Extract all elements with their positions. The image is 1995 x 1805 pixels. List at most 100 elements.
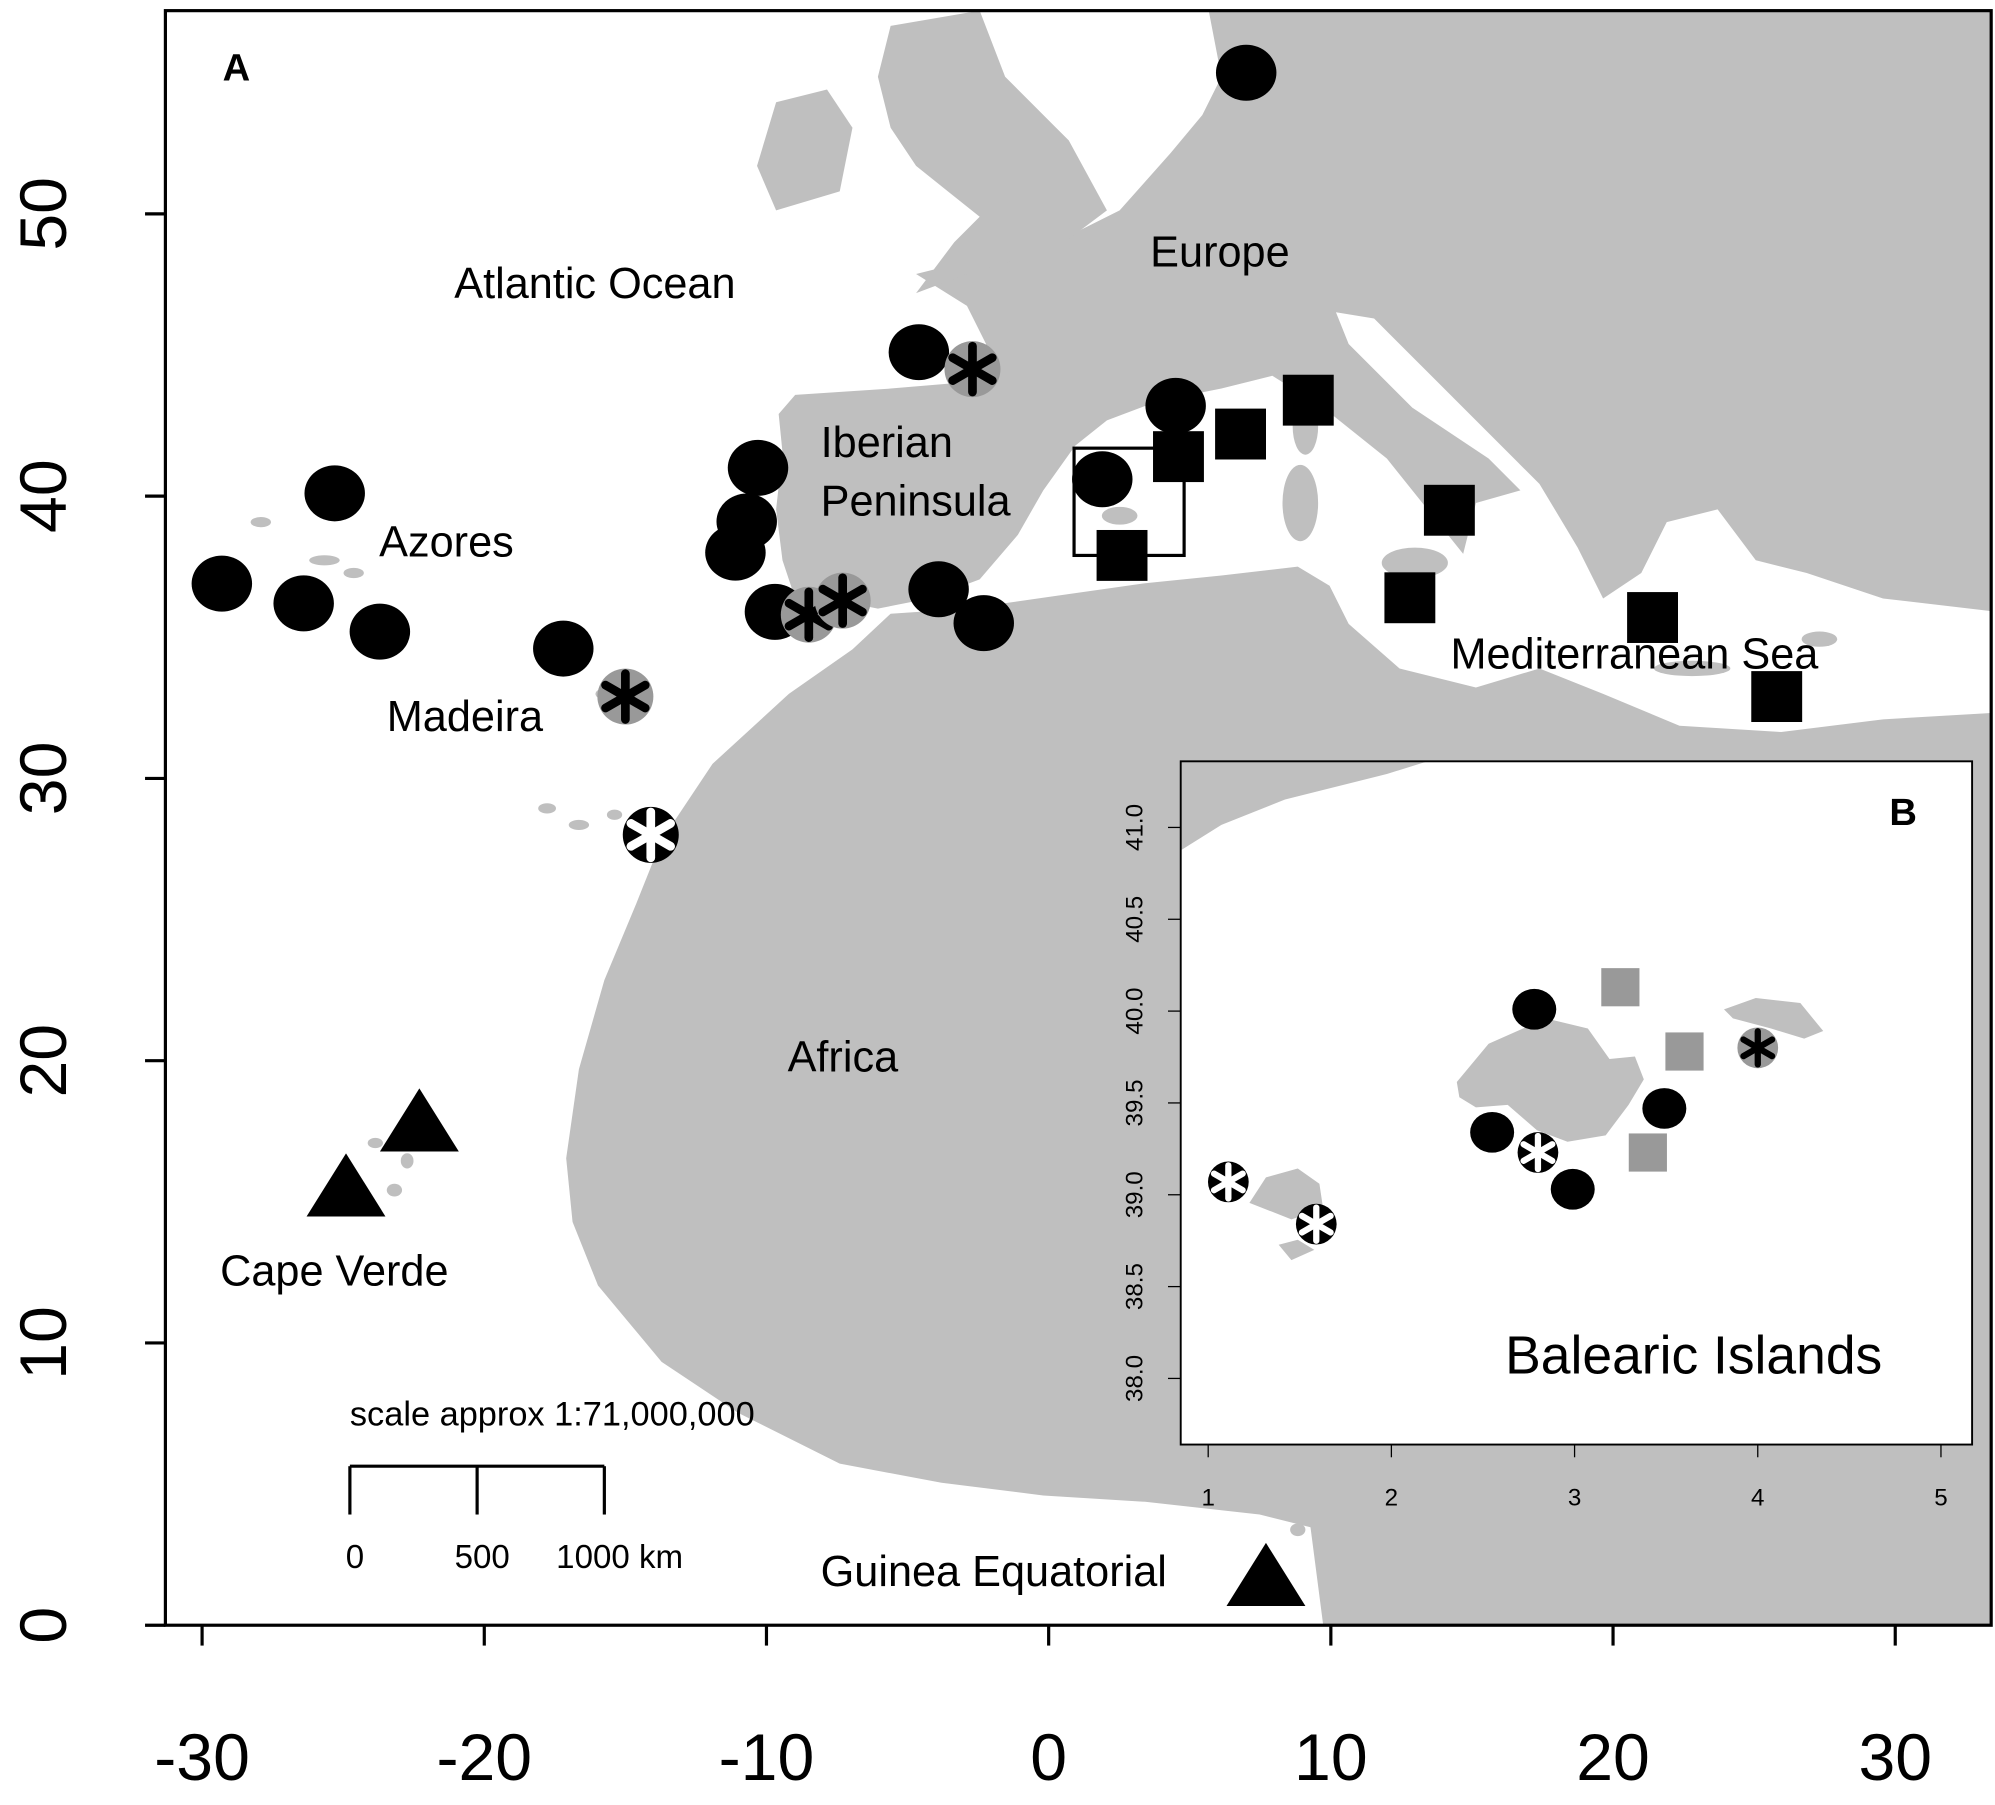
x-tick-label: 5: [1934, 1485, 1947, 1512]
place-label: Guinea Equatorial: [821, 1548, 1167, 1596]
site-square: [1601, 968, 1640, 1007]
asterisk-stroke: [626, 819, 675, 851]
panel-marks: 1 2 3 4 5 38.0 38.5 39.0 39.5 40.0 40.5 41.0: [1122, 804, 1948, 1512]
scale-label: 500: [455, 1539, 510, 1576]
island: [606, 809, 623, 820]
land: [757, 89, 853, 211]
site-square: [1215, 408, 1266, 460]
island: [1101, 506, 1138, 525]
y-tick-label: 40: [7, 459, 81, 533]
frame: [163, 9, 1993, 1627]
site-circle: [1072, 451, 1133, 508]
x-tick-label: -10: [719, 1721, 815, 1795]
asterisk-stroke: [1740, 1036, 1776, 1060]
y-tick-label: 20: [7, 1024, 81, 1098]
x-tick-label: 3: [1568, 1485, 1581, 1512]
asterisk-stroke: [818, 584, 867, 617]
y-tick-label: 38.0: [1122, 1355, 1149, 1402]
y-tick-label: 39.5: [1122, 1079, 1149, 1126]
place-label: Europe: [1150, 228, 1289, 276]
site-square: [1665, 1032, 1704, 1071]
island: [400, 1153, 414, 1169]
y-tick-label: 38.5: [1122, 1263, 1149, 1310]
y-tick-label: 41.0: [1122, 804, 1149, 851]
site-circle: [273, 575, 334, 632]
site-asterisk: [622, 806, 679, 863]
island: [386, 1183, 403, 1197]
asterisk-stroke: [1298, 1212, 1334, 1236]
site-asterisk: [1295, 1203, 1337, 1245]
y-tick-label: 40.5: [1122, 896, 1149, 943]
place-label: Iberian Peninsula: [821, 419, 1012, 526]
island: [1249, 1168, 1324, 1220]
site-asterisk: [597, 668, 654, 725]
x-tick-label: 0: [1030, 1721, 1067, 1795]
land: [1180, 761, 1428, 851]
place-label: Africa: [788, 1034, 900, 1082]
panel-label: B: [1889, 791, 1917, 834]
x-tick-label: 1: [1201, 1485, 1214, 1512]
site-triangle: [306, 1153, 386, 1217]
site-circle: [888, 324, 950, 381]
y-tick-label: 39.0: [1122, 1171, 1149, 1218]
y-tick-label: 30: [7, 742, 81, 816]
asterisk-stroke: [601, 680, 650, 713]
site-square: [1423, 484, 1475, 536]
panel-label: A: [223, 47, 251, 90]
site-square: [1384, 572, 1436, 624]
y-tick-label: 50: [7, 177, 81, 251]
asterisk-stroke: [1520, 1141, 1556, 1164]
site-circle: [533, 620, 594, 677]
x-tick-label: 10: [1294, 1721, 1368, 1795]
island: [538, 803, 557, 814]
x-tick-label: 20: [1576, 1721, 1650, 1795]
site-asterisk: [944, 341, 1001, 398]
island: [1290, 1523, 1306, 1537]
y-tick-label: 40.0: [1122, 988, 1149, 1035]
site-circle: [1512, 988, 1557, 1030]
site-circle: [1145, 377, 1206, 434]
site-circle: [304, 465, 365, 522]
island: [367, 1137, 383, 1149]
y-tick-label: 0: [7, 1607, 81, 1644]
site-circle: [1470, 1111, 1515, 1153]
scale-label: 1000 km: [556, 1539, 683, 1576]
site-square: [1096, 529, 1148, 581]
asterisk-stroke: [1210, 1170, 1246, 1194]
site-circle: [349, 603, 411, 660]
island: [1381, 547, 1448, 579]
place-label: Cape Verde: [220, 1247, 448, 1295]
panel-a: A Atlantic Ocean Europe Iberian Peninsula…: [220, 47, 1819, 1596]
place-label: Balearic Islands: [1505, 1326, 1882, 1385]
site-asterisk: [814, 572, 871, 629]
scale-label: 0: [346, 1539, 364, 1576]
island: [1801, 631, 1838, 647]
place-label: Azores: [379, 518, 514, 566]
site-circle: [1642, 1088, 1687, 1129]
site-square: [1153, 431, 1204, 483]
island: [1282, 464, 1319, 542]
inset: B Balearic Islands: [1179, 760, 1974, 1446]
y-tick-label: 10: [7, 1306, 81, 1380]
island: [568, 819, 590, 831]
site-square: [1628, 1133, 1667, 1172]
island: [250, 517, 272, 528]
site-circle: [727, 439, 789, 496]
site-circle: [908, 561, 969, 618]
land: [877, 10, 1107, 294]
asterisk-stroke: [948, 353, 997, 385]
land: [776, 10, 1992, 612]
island: [1654, 660, 1731, 677]
site-square: [1627, 592, 1678, 643]
site-circle: [1550, 1168, 1595, 1210]
site-circle: [705, 524, 766, 581]
site-triangle: [1226, 1542, 1306, 1606]
site-square: [1751, 671, 1803, 723]
scale-title: scale approx 1:71,000,000: [350, 1396, 755, 1434]
x-tick-label: 4: [1751, 1485, 1764, 1512]
island: [1723, 997, 1824, 1039]
site-circle: [953, 595, 1014, 652]
